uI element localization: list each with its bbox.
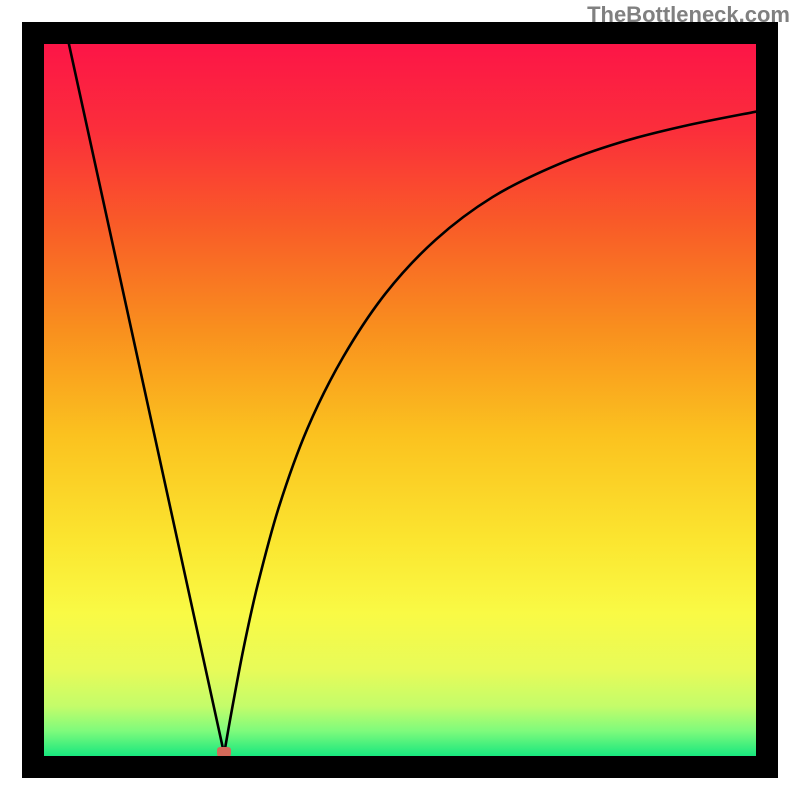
minimum-marker (217, 747, 231, 757)
chart-frame: TheBottleneck.com (0, 0, 800, 800)
watermark-text: TheBottleneck.com (587, 2, 790, 28)
bottleneck-curve (44, 44, 756, 756)
plot-area (22, 22, 778, 778)
